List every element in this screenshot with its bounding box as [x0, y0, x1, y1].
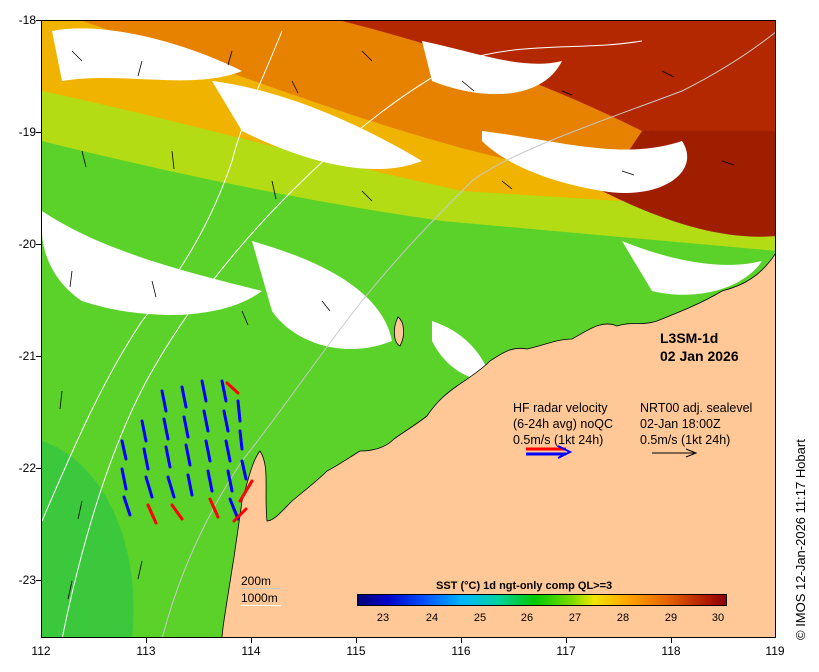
lon-tick-label: 116 [451, 644, 471, 658]
sealevel-legend-line: NRT00 adj. sealevel [640, 401, 753, 415]
cloud-patch [432, 321, 492, 381]
colorbar-title: SST (°C) 1d ngt-only comp QL>=3 [436, 580, 613, 592]
lon-tick-label: 115 [346, 644, 366, 658]
sealevel-legend: NRT00 adj. sealevel 02-Jan 18:00Z 0.5m/s… [640, 400, 752, 448]
lat-tick-mark [36, 356, 41, 357]
hf-radar-legend-line: 0.5m/s (1kt 24h) [513, 433, 604, 447]
hf-radar-legend-line: (6-24h avg) noQC [513, 417, 614, 431]
cloud-patch [422, 41, 562, 95]
hf-radar-legend-line: HF radar velocity [513, 401, 608, 415]
lat-tick-label: -19 [18, 125, 36, 139]
hf-radar-legend: HF radar velocity (6-24h avg) noQC 0.5m/… [513, 400, 613, 448]
lat-tick-label: -23 [18, 573, 36, 587]
lon-tick-mark [461, 638, 462, 643]
lon-tick-mark [251, 638, 252, 643]
cloud-patch [482, 131, 688, 193]
colorbar-tick-label: 25 [473, 612, 487, 624]
colorbar-tick-label: 23 [376, 612, 390, 624]
lat-tick-label: -22 [18, 461, 36, 475]
sealevel-arrows [59, 50, 735, 600]
lon-tick-mark [146, 638, 147, 643]
credit-text: © IMOS 12-Jan-2026 11:17 Hobart [793, 439, 808, 640]
contour-1000m [61, 40, 643, 637]
lat-tick-mark [36, 244, 41, 245]
lat-tick-mark [36, 468, 41, 469]
cloud-patch [42, 211, 262, 315]
sealevel-scale-arrow-icon [652, 448, 698, 458]
sealevel-legend-line: 0.5m/s (1kt 24h) [640, 433, 731, 447]
cloud-patch [622, 241, 762, 295]
colorbar-tick-label: 27 [568, 612, 582, 624]
sst-colorbar [357, 594, 727, 606]
lon-tick-label: 118 [661, 644, 681, 658]
hf-radar-scale-arrow-icon [526, 445, 573, 459]
colorbar-tick-label: 26 [520, 612, 534, 624]
product-date: 02 Jan 2026 [660, 348, 739, 364]
lon-tick-mark [356, 638, 357, 643]
lat-tick-label: -18 [18, 13, 36, 27]
lat-tick-mark [36, 580, 41, 581]
sst-map [42, 21, 775, 637]
island-barrow [394, 316, 404, 347]
lat-tick-mark [36, 132, 41, 133]
lon-tick-label: 114 [241, 644, 261, 658]
sst-hot-region [342, 21, 775, 151]
lon-tick-label: 112 [31, 644, 51, 658]
map-plot-area [41, 20, 776, 638]
lon-tick-label: 113 [136, 644, 156, 658]
contour-200m [162, 31, 775, 637]
cloud-patch [212, 81, 422, 170]
colorbar-tick-label: 30 [711, 612, 725, 624]
colorbar-tick-label: 24 [425, 612, 439, 624]
product-name: L3SM-1d [660, 330, 719, 346]
contour-label-1000m: 1000m [241, 591, 278, 605]
lat-tick-label: -21 [18, 349, 36, 363]
lon-tick-label: 117 [556, 644, 576, 658]
colorbar-tick-label: 28 [616, 612, 630, 624]
sealevel-legend-line: 02-Jan 18:00Z [640, 417, 721, 431]
lon-tick-mark [671, 638, 672, 643]
lon-tick-mark [566, 638, 567, 643]
cloud-patch [252, 241, 392, 350]
contour-label-200m: 200m [241, 574, 272, 588]
sst-cool-sw [42, 441, 134, 637]
colorbar-tick-label: 29 [664, 612, 678, 624]
lat-tick-mark [36, 20, 41, 21]
land-mainland [221, 253, 775, 637]
contour-200m-swatch [241, 588, 281, 589]
lon-tick-label: 119 [765, 644, 785, 658]
hf-radar-arrows [120, 379, 254, 525]
contour-1000m-swatch [241, 605, 281, 606]
lat-tick-label: -20 [18, 237, 36, 251]
contour-1000m [42, 30, 283, 522]
cloud-patch [52, 28, 242, 81]
